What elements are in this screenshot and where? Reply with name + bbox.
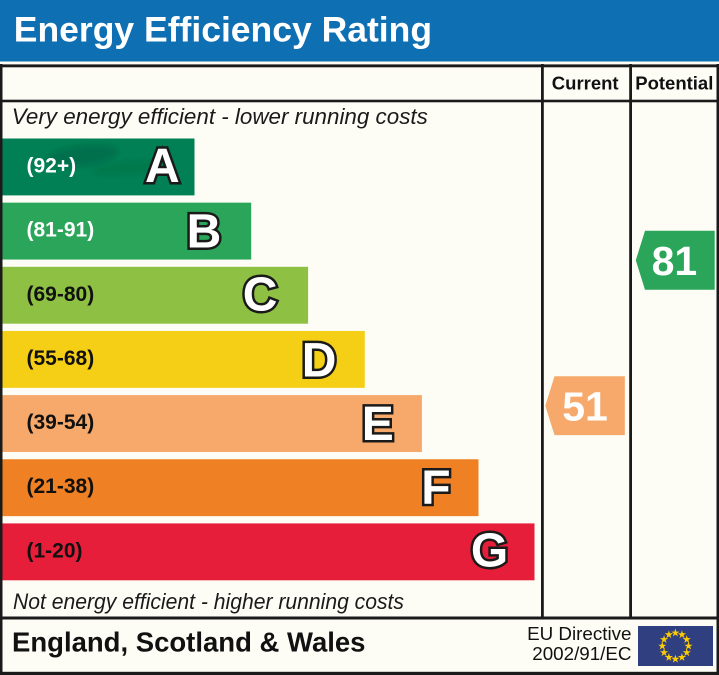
svg-text:51: 51 xyxy=(562,383,608,429)
svg-text:B: B xyxy=(187,206,222,259)
svg-text:Very energy efficient - lower: Very energy efficient - lower running co… xyxy=(12,104,428,129)
svg-text:Current: Current xyxy=(552,72,619,93)
svg-text:Energy Efficiency Rating: Energy Efficiency Rating xyxy=(14,10,432,50)
svg-text:EU Directive: EU Directive xyxy=(527,623,631,644)
svg-text:E: E xyxy=(362,398,394,451)
svg-text:(92+): (92+) xyxy=(27,155,77,178)
svg-text:(39-54): (39-54) xyxy=(27,411,95,434)
svg-text:(69-80): (69-80) xyxy=(27,283,95,306)
svg-text:A: A xyxy=(145,140,180,193)
svg-text:D: D xyxy=(302,334,337,387)
svg-text:81: 81 xyxy=(652,238,698,284)
svg-text:(81-91): (81-91) xyxy=(27,219,95,242)
svg-text:(55-68): (55-68) xyxy=(27,347,95,370)
svg-text:G: G xyxy=(471,525,508,578)
svg-text:2002/91/EC: 2002/91/EC xyxy=(532,643,631,664)
svg-text:Not energy efficient - higher: Not energy efficient - higher running co… xyxy=(13,589,404,614)
svg-text:F: F xyxy=(421,462,450,515)
svg-text:(1-20): (1-20) xyxy=(27,539,83,562)
svg-text:(21-38): (21-38) xyxy=(27,475,95,498)
svg-text:Potential: Potential xyxy=(635,72,713,93)
svg-text:C: C xyxy=(243,268,278,321)
svg-text:England, Scotland & Wales: England, Scotland & Wales xyxy=(12,626,365,657)
